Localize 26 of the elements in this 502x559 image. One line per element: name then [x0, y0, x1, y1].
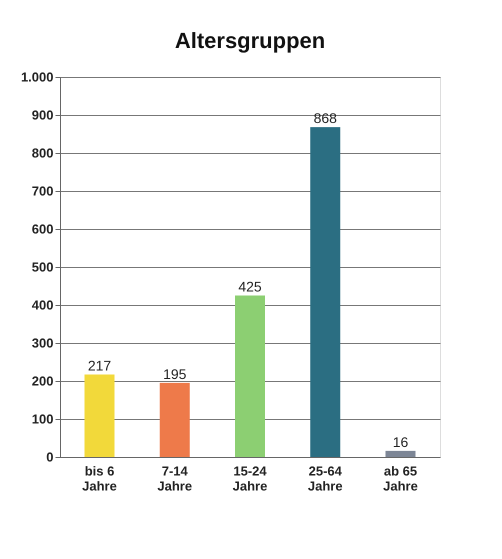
x-tick-label: ab 65 Jahre: [383, 464, 418, 494]
data-label: 16: [392, 434, 408, 450]
bar: [310, 127, 340, 457]
x-tick-label: 7-14 Jahre: [157, 464, 192, 494]
data-label: 195: [163, 366, 187, 382]
y-tick-label: 1.000: [20, 70, 54, 84]
bar: [385, 450, 416, 457]
y-tick-label: 600: [32, 222, 54, 236]
x-tick-label: 15-24 Jahre: [232, 464, 268, 494]
y-tick-label: 500: [32, 260, 54, 274]
x-tick-label: 25-64 Jahre: [308, 464, 343, 494]
y-tick-label: 100: [32, 412, 54, 426]
data-label: 425: [238, 278, 262, 294]
bar: [160, 382, 190, 457]
bar: [84, 374, 115, 457]
y-tick-label: 300: [32, 336, 54, 350]
bar: [235, 296, 265, 457]
y-tick-label: 700: [32, 184, 54, 198]
y-tick-label: 200: [32, 374, 54, 388]
data-label: 217: [88, 358, 112, 374]
x-tick-label: bis 6 Jahre: [82, 464, 117, 494]
y-tick-label: 800: [32, 146, 54, 160]
y-tick-label: 0: [46, 450, 54, 464]
y-tick-label: 900: [32, 108, 54, 122]
y-tick-label: 400: [32, 298, 54, 312]
chart-title: Altersgruppen: [174, 28, 326, 53]
